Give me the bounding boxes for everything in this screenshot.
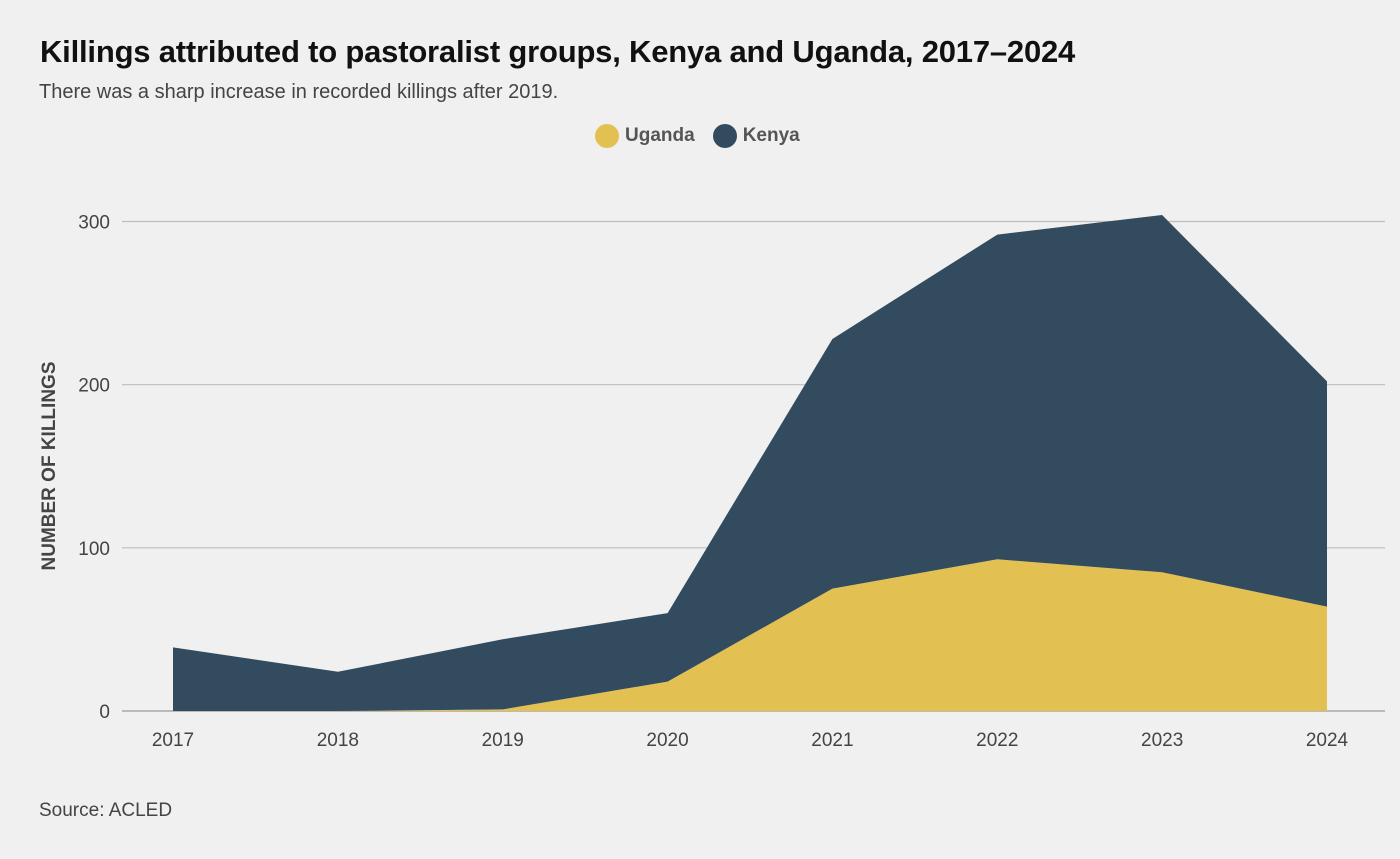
x-tick-label: 2019 [482,730,524,751]
y-tick-label: 0 [99,702,110,723]
y-tick-label: 100 [78,539,110,560]
y-tick-label: 200 [78,376,110,397]
legend-label-kenya: Kenya [742,125,800,146]
area-series [173,215,1327,711]
legend: Uganda Kenya [595,124,800,148]
chart-subtitle: There was a sharp increase in recorded k… [39,81,559,103]
y-axis: 0 100 200 300 [78,213,110,724]
x-tick-label: 2024 [1306,730,1349,751]
area-uganda[interactable] [173,559,1327,711]
x-tick-label: 2021 [811,730,853,751]
source-note: Source: ACLED [39,800,173,821]
legend-label-uganda: Uganda [625,125,695,146]
legend-swatch-uganda-icon [595,124,619,148]
chart-title: Killings attributed to pastoralist group… [40,34,1076,69]
x-tick-label: 2022 [976,730,1018,751]
y-tick-label: 300 [78,213,110,234]
x-tick-label: 2017 [152,730,194,751]
x-tick-label: 2018 [317,730,359,751]
x-tick-label: 2023 [1141,730,1183,751]
legend-item-kenya[interactable]: Kenya [712,124,800,148]
x-axis: 2017 2018 2019 2020 2021 2022 2023 2024 [152,730,1349,751]
area-kenya[interactable] [173,215,1327,711]
x-tick-label: 2020 [646,730,688,751]
y-axis-label: NUMBER OF KILLINGS [39,362,60,571]
legend-item-uganda[interactable]: Uganda [595,124,695,148]
legend-swatch-kenya-icon [712,124,737,148]
